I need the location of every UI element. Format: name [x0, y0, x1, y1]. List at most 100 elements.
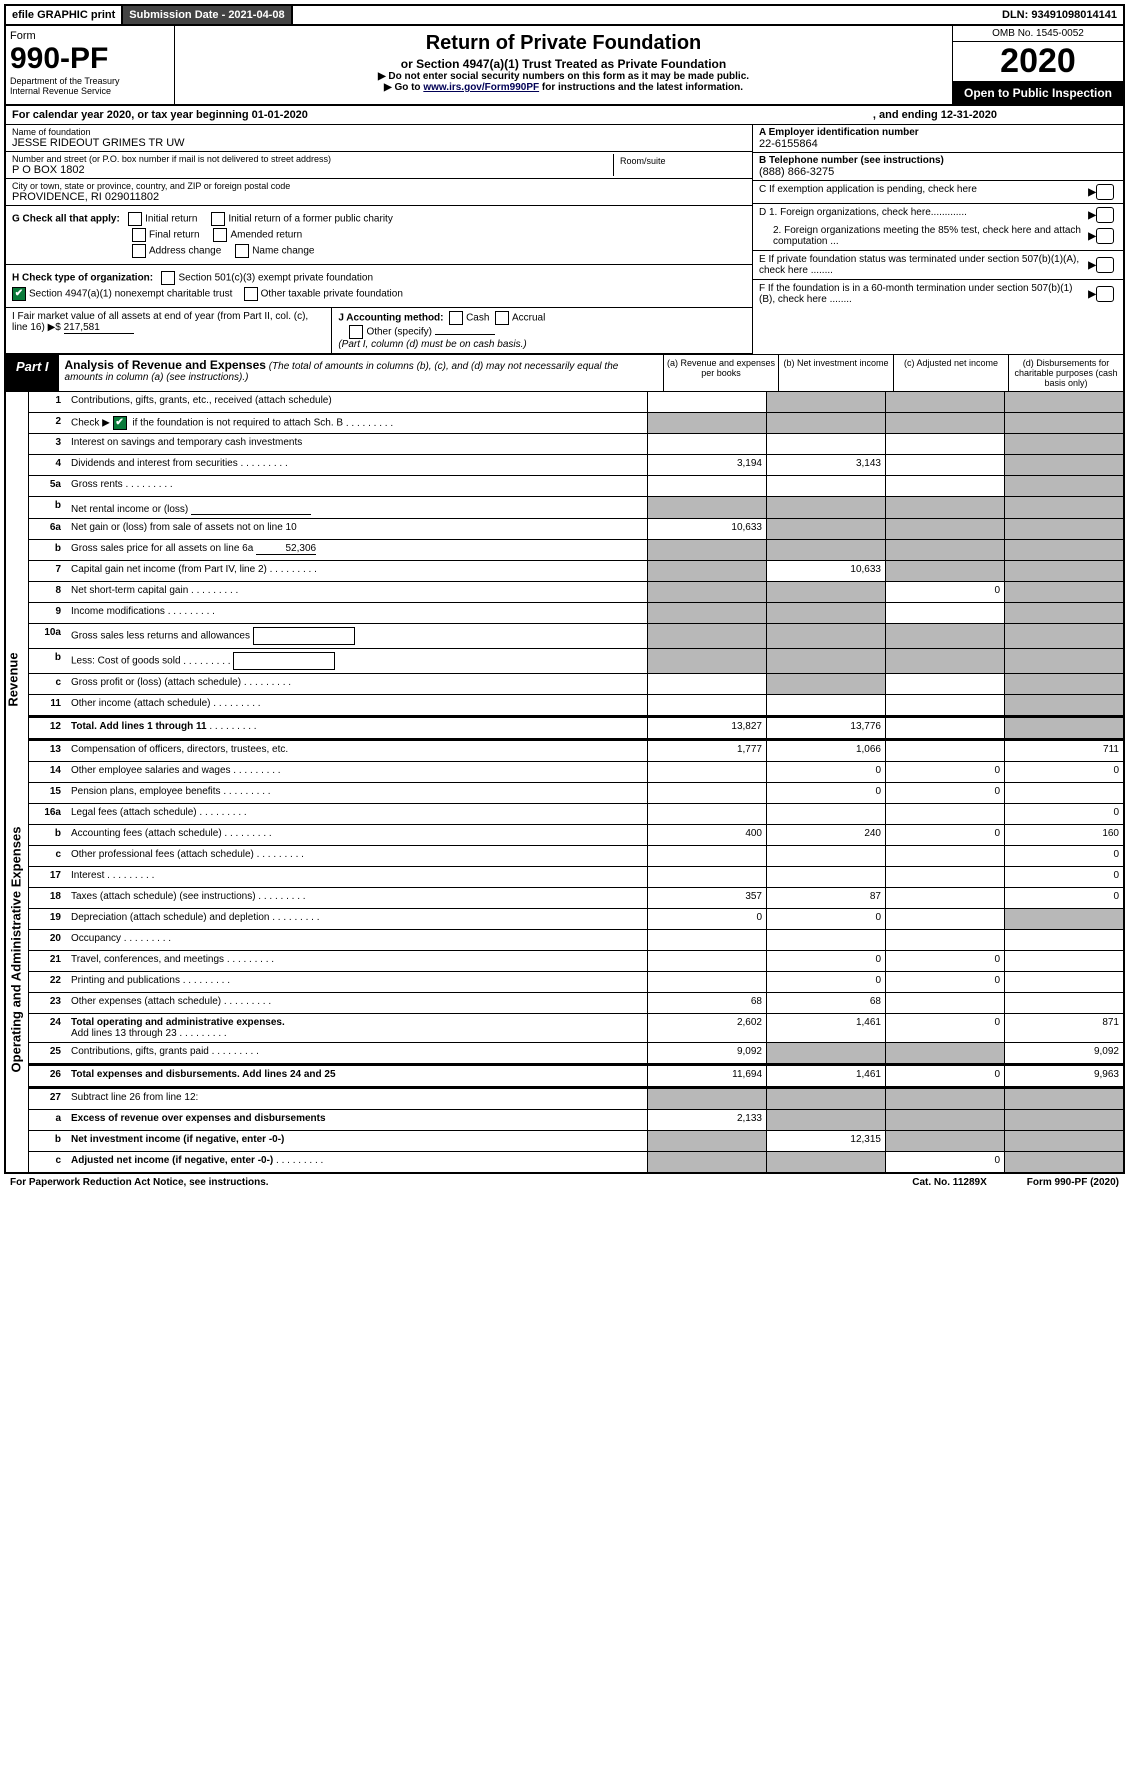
city-value: PROVIDENCE, RI 029011802 — [12, 191, 746, 203]
table-row: 16aLegal fees (attach schedule)0 — [29, 804, 1123, 825]
dln-label: DLN: 93491098014141 — [996, 6, 1123, 24]
table-row: 13Compensation of officers, directors, t… — [29, 739, 1123, 762]
footer-left: For Paperwork Reduction Act Notice, see … — [10, 1177, 269, 1188]
table-row: 14Other employee salaries and wages000 — [29, 762, 1123, 783]
table-row: 23Other expenses (attach schedule)6868 — [29, 993, 1123, 1014]
col-c-head: (c) Adjusted net income — [893, 355, 1008, 391]
table-row: cOther professional fees (attach schedul… — [29, 846, 1123, 867]
form-number: 990-PF — [10, 42, 170, 76]
table-row: 3Interest on savings and temporary cash … — [29, 434, 1123, 455]
h-label: H Check type of organization: — [12, 273, 153, 284]
chk-address-change[interactable] — [132, 244, 146, 258]
ein-value: 22-6155864 — [759, 138, 1117, 150]
col-b-head: (b) Net investment income — [778, 355, 893, 391]
chk-other-taxable[interactable] — [244, 287, 258, 301]
chk-4947a1[interactable]: ✔ — [12, 287, 26, 301]
dept-irs: Internal Revenue Service — [10, 86, 170, 96]
dept-treasury: Department of the Treasury — [10, 76, 170, 86]
address-label: Number and street (or P.O. box number if… — [12, 154, 613, 164]
chk-cash[interactable] — [449, 311, 463, 325]
form-subtitle: or Section 4947(a)(1) Trust Treated as P… — [181, 57, 946, 71]
form-header: Form 990-PF Department of the Treasury I… — [6, 26, 1123, 106]
table-row: bAccounting fees (attach schedule)400240… — [29, 825, 1123, 846]
j-label: J Accounting method: — [338, 313, 443, 324]
chk-section-d2[interactable] — [1096, 228, 1114, 244]
footer-form: Form 990-PF (2020) — [1027, 1177, 1119, 1188]
col-d-head: (d) Disbursements for charitable purpose… — [1008, 355, 1123, 391]
efile-label: efile GRAPHIC print — [6, 6, 123, 24]
i-value: 217,581 — [64, 322, 134, 334]
table-row: 1Contributions, gifts, grants, etc., rec… — [29, 392, 1123, 413]
form-container: efile GRAPHIC print Submission Date - 20… — [4, 4, 1125, 1174]
table-row: 22Printing and publications00 — [29, 972, 1123, 993]
chk-section-d1[interactable] — [1096, 207, 1114, 223]
top-bar: efile GRAPHIC print Submission Date - 20… — [6, 6, 1123, 26]
cal-year-begin: For calendar year 2020, or tax year begi… — [12, 109, 308, 121]
section-e: E If private foundation status was termi… — [759, 254, 1088, 276]
chk-accrual[interactable] — [495, 311, 509, 325]
col-a-head: (a) Revenue and expenses per books — [663, 355, 778, 391]
room-label: Room/suite — [613, 154, 746, 176]
phone-label: B Telephone number (see instructions) — [759, 155, 1117, 166]
part-1-header: Part I Analysis of Revenue and Expenses … — [6, 355, 1123, 392]
table-row: 19Depreciation (attach schedule) and dep… — [29, 909, 1123, 930]
chk-name-change[interactable] — [235, 244, 249, 258]
form-title: Return of Private Foundation — [181, 32, 946, 55]
table-row: bGross sales price for all assets on lin… — [29, 540, 1123, 561]
table-row: 20Occupancy — [29, 930, 1123, 951]
chk-other-method[interactable] — [349, 325, 363, 339]
table-row: 18Taxes (attach schedule) (see instructi… — [29, 888, 1123, 909]
table-row: aExcess of revenue over expenses and dis… — [29, 1110, 1123, 1131]
phone-value: (888) 866-3275 — [759, 166, 1117, 178]
revenue-side-label: Revenue — [6, 652, 21, 706]
chk-final-return[interactable] — [132, 228, 146, 242]
expenses-side-label: Operating and Administrative Expenses — [9, 800, 24, 1100]
chk-initial-former[interactable] — [211, 212, 225, 226]
ein-label: A Employer identification number — [759, 127, 1117, 138]
side-labels: Revenue Operating and Administrative Exp… — [6, 392, 29, 1172]
table-row: 24Total operating and administrative exp… — [29, 1014, 1123, 1043]
cal-year-end: , and ending 12-31-2020 — [873, 109, 1117, 121]
section-h: H Check type of organization: Section 50… — [6, 265, 752, 308]
table-row: bNet investment income (if negative, ent… — [29, 1131, 1123, 1152]
chk-amended-return[interactable] — [213, 228, 227, 242]
table-row: 17Interest0 — [29, 867, 1123, 888]
chk-501c3[interactable] — [161, 271, 175, 285]
page-footer: For Paperwork Reduction Act Notice, see … — [4, 1174, 1125, 1191]
calendar-year-row: For calendar year 2020, or tax year begi… — [6, 106, 1123, 125]
part-1-table: Revenue Operating and Administrative Exp… — [6, 392, 1123, 1172]
section-c: C If exemption application is pending, c… — [759, 184, 1088, 200]
chk-initial-return[interactable] — [128, 212, 142, 226]
table-row: cAdjusted net income (if negative, enter… — [29, 1152, 1123, 1172]
table-row: 26Total expenses and disbursements. Add … — [29, 1064, 1123, 1087]
form-word: Form — [10, 30, 170, 42]
table-row: 4Dividends and interest from securities3… — [29, 455, 1123, 476]
tax-year: 2020 — [953, 42, 1123, 82]
table-row: 25Contributions, gifts, grants paid9,092… — [29, 1043, 1123, 1064]
instruction-1: ▶ Do not enter social security numbers o… — [181, 71, 946, 82]
table-row: 7Capital gain net income (from Part IV, … — [29, 561, 1123, 582]
instructions-link[interactable]: www.irs.gov/Form990PF — [423, 82, 539, 93]
chk-sch-b[interactable]: ✔ — [113, 416, 127, 430]
foundation-name: JESSE RIDEOUT GRIMES TR UW — [12, 137, 746, 149]
address-value: P O BOX 1802 — [12, 164, 613, 176]
section-f: F If the foundation is in a 60-month ter… — [759, 283, 1088, 305]
section-d1: D 1. Foreign organizations, check here..… — [759, 207, 1088, 223]
table-row: 5aGross rents — [29, 476, 1123, 497]
section-g: G Check all that apply: Initial return I… — [6, 206, 752, 265]
table-row: bNet rental income or (loss) — [29, 497, 1123, 519]
part-title: Analysis of Revenue and Expenses — [65, 358, 266, 372]
table-row: 27Subtract line 26 from line 12: — [29, 1087, 1123, 1110]
table-row: 8Net short-term capital gain0 — [29, 582, 1123, 603]
foundation-name-label: Name of foundation — [12, 127, 746, 137]
section-d2: 2. Foreign organizations meeting the 85%… — [759, 225, 1088, 247]
table-row: 15Pension plans, employee benefits00 — [29, 783, 1123, 804]
table-row: 21Travel, conferences, and meetings00 — [29, 951, 1123, 972]
table-row: 9Income modifications — [29, 603, 1123, 624]
chk-section-e[interactable] — [1096, 257, 1114, 273]
chk-section-f[interactable] — [1096, 286, 1114, 302]
instruction-2: ▶ Go to www.irs.gov/Form990PF for instru… — [181, 82, 946, 93]
j-note: (Part I, column (d) must be on cash basi… — [338, 339, 526, 350]
chk-section-c[interactable] — [1096, 184, 1114, 200]
table-row: 10aGross sales less returns and allowanc… — [29, 624, 1123, 649]
